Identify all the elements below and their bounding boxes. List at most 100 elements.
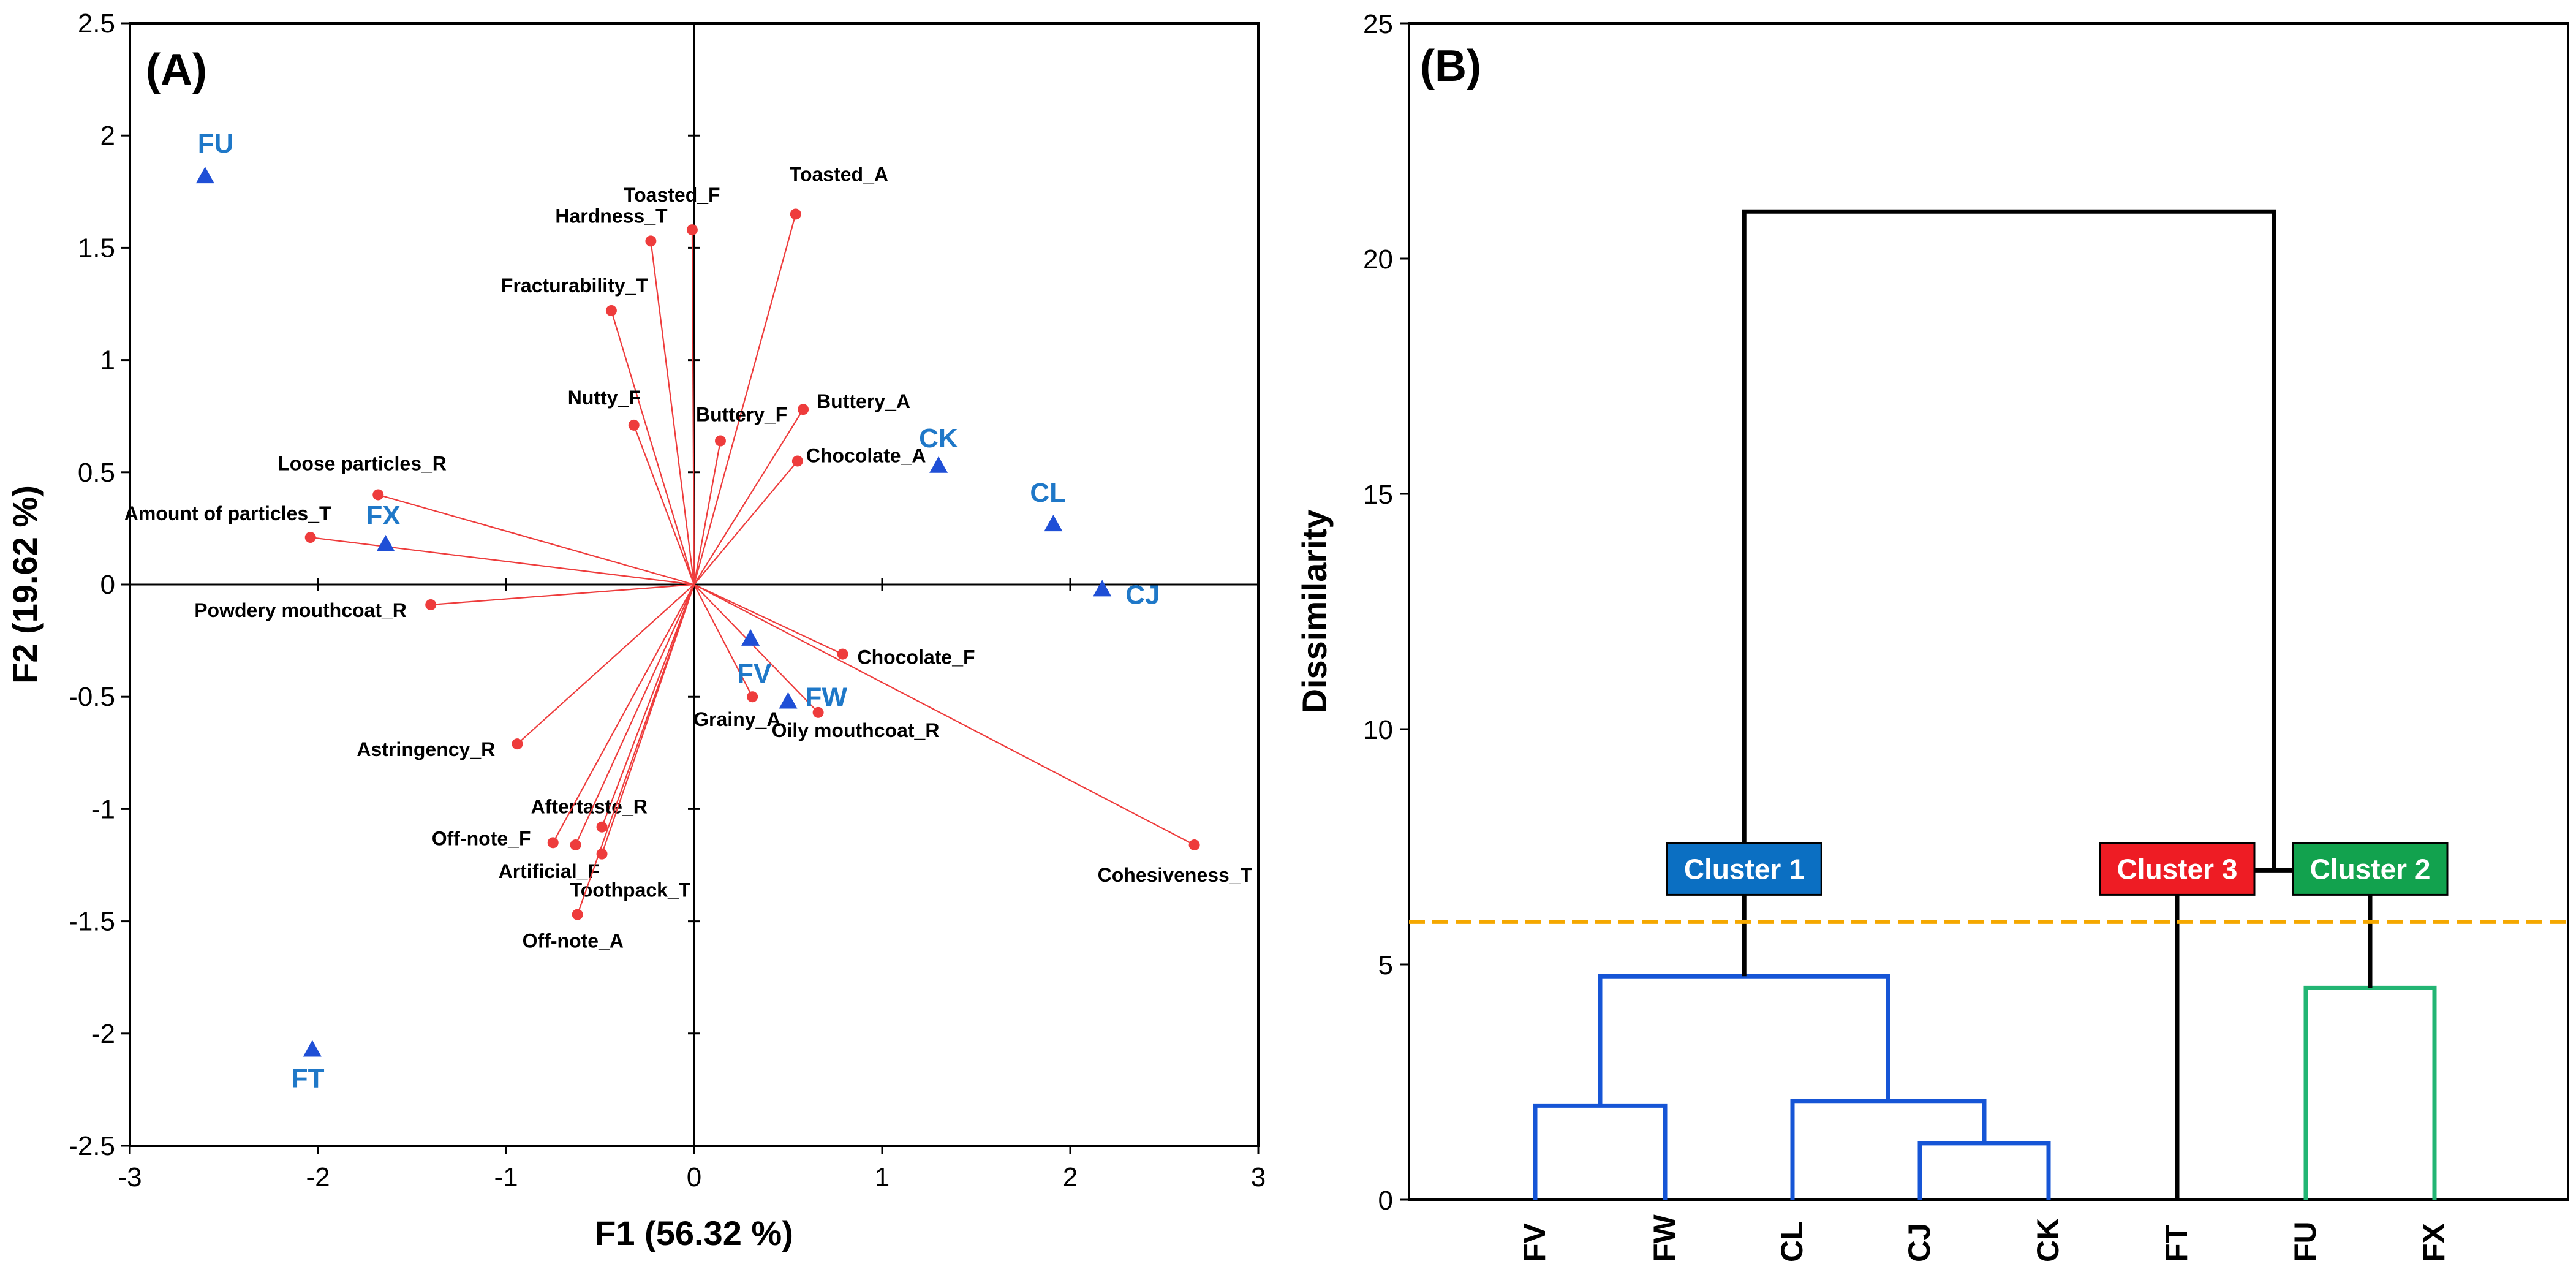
observation-label: CK <box>919 423 958 453</box>
leaf-label: CJ <box>1902 1223 1936 1262</box>
variable-point <box>645 235 657 247</box>
cluster-label: Cluster 2 <box>2310 853 2431 885</box>
variable-vector <box>693 441 722 585</box>
observation-marker <box>1044 515 1063 532</box>
y-tick-label: -1.5 <box>69 907 115 937</box>
y-tick-label: -1 <box>91 794 115 824</box>
cluster-box <box>2099 842 2256 896</box>
observation-marker <box>779 692 798 709</box>
y-tick-label: 0 <box>1378 1186 1393 1216</box>
observation-label: CJ <box>1125 580 1160 610</box>
variable-vector <box>691 230 695 585</box>
variable-point <box>512 738 523 750</box>
y-tick-label: 15 <box>1363 480 1393 510</box>
variable-point <box>628 419 640 431</box>
observation-label: FU <box>198 129 234 159</box>
x-tick-label: 2 <box>1063 1162 1078 1192</box>
x-axis-label: F1 (56.32 %) <box>595 1214 793 1252</box>
y-tick-label: 25 <box>1363 9 1393 39</box>
observation-marker <box>376 535 395 552</box>
variable-label: Chocolate_A <box>806 444 926 466</box>
variable-point <box>372 489 384 501</box>
dendrogram-tree <box>1409 209 2568 1200</box>
variable-label: Oily mouthcoat_R <box>772 719 940 741</box>
variable-label: Toothpack_T <box>570 879 691 901</box>
y-tick-label: 2.5 <box>78 9 115 39</box>
variable-point <box>837 648 848 660</box>
y-tick-label: 2 <box>100 121 115 151</box>
variable-vector <box>650 241 695 585</box>
variable-label: Fracturability_T <box>501 274 649 297</box>
cluster-box <box>1666 842 1822 896</box>
y-tick-label: 5 <box>1378 950 1393 980</box>
y-tick-label: 0 <box>100 570 115 600</box>
variable-vector <box>576 584 695 915</box>
x-tick-label: -2 <box>306 1162 330 1192</box>
variable-label: Cohesiveness_T <box>1098 864 1253 886</box>
variable-vector <box>633 425 695 585</box>
variable-label: Powdery mouthcoat_R <box>194 599 407 621</box>
variable-vector <box>552 584 695 843</box>
observation-label: FT <box>292 1063 325 1093</box>
observation-label: CL <box>1030 478 1066 508</box>
pca-biplot-panel: (A) -3 -2 -1 0 1 2 3 -2.5 -2 -1.5 -1 -0.5 0 0.5 1 1.5 2 2… <box>6 9 1266 1252</box>
x-tick-label: 3 <box>1251 1162 1266 1192</box>
observation-marker <box>741 629 760 646</box>
dendrogram-axes: 0 5 10 15 20 25 FV FW CL CJ CK FT FU FX <box>1363 9 2451 1262</box>
dendrogram-panel: (B) 0 5 10 15 20 25 FV FW CL CJ CK FT FU FX Cluster 1… <box>1295 9 2569 1262</box>
variable-label: Buttery_A <box>817 390 910 412</box>
variable-vector <box>693 460 798 585</box>
observation-marker <box>929 456 948 473</box>
variable-label: Nutty_F <box>568 387 641 409</box>
leaf-label: CL <box>1775 1221 1809 1262</box>
variable-point <box>304 532 316 543</box>
variable-vector <box>610 310 695 585</box>
x-tick-label: 1 <box>875 1162 890 1192</box>
variable-vector <box>693 584 843 655</box>
variable-vector <box>601 584 695 828</box>
y-tick-label: 1.5 <box>78 233 115 263</box>
dendrogram-link <box>1790 1099 1987 1200</box>
variable-label: Off-note_F <box>432 827 531 849</box>
variable-point <box>572 909 583 920</box>
leaf-label: FX <box>2417 1223 2451 1262</box>
variable-point <box>714 435 726 447</box>
leaf-label: CK <box>2031 1218 2065 1262</box>
variable-vector <box>377 494 695 586</box>
observation-marker <box>1093 580 1112 597</box>
variable-label: Off-note_A <box>523 930 624 952</box>
y-tick-label: 20 <box>1363 244 1393 274</box>
variable-label: Astringency_R <box>357 738 495 760</box>
dissimilarity-axis-label: Dissimilarity <box>1295 509 1334 713</box>
y-tick-label: 10 <box>1363 715 1393 745</box>
variable-vector <box>310 536 695 586</box>
dendrogram-link <box>1742 209 2276 977</box>
biplot-axes: -3 -2 -1 0 1 2 3 -2.5 -2 -1.5 -1 -0.5 0 0.5 1 1.5 2 2.5 <box>69 9 1266 1192</box>
x-tick-label: -1 <box>494 1162 518 1192</box>
variable-vector <box>693 584 1195 846</box>
variable-label: Amount of particles_T <box>124 502 331 524</box>
variable-point <box>547 837 559 849</box>
panel-b-label: (B) <box>1420 42 1481 91</box>
x-tick-label: -3 <box>118 1162 142 1192</box>
y-tick-label: -2.5 <box>69 1131 115 1161</box>
y-tick-label: -2 <box>91 1019 115 1049</box>
variable-point <box>790 208 801 220</box>
leaf-label: FV <box>1517 1222 1552 1262</box>
variable-point <box>425 599 437 610</box>
variable-point <box>605 305 617 316</box>
variable-point <box>570 839 581 851</box>
variable-point <box>812 706 824 718</box>
y-axis-label: F2 (19.62 %) <box>6 485 44 684</box>
y-tick-label: 1 <box>100 346 115 376</box>
panel-a-label: (A) <box>146 45 207 94</box>
variable-vector <box>693 409 804 585</box>
dendrogram-link <box>2303 985 2437 1200</box>
dendrogram-link <box>1598 974 1890 1106</box>
biplot-observations: FU FX FT CK CL CJ FV FW <box>195 129 1160 1093</box>
variable-label: Buttery_F <box>696 404 787 426</box>
variable-point <box>686 224 698 236</box>
variable-point <box>798 404 809 415</box>
